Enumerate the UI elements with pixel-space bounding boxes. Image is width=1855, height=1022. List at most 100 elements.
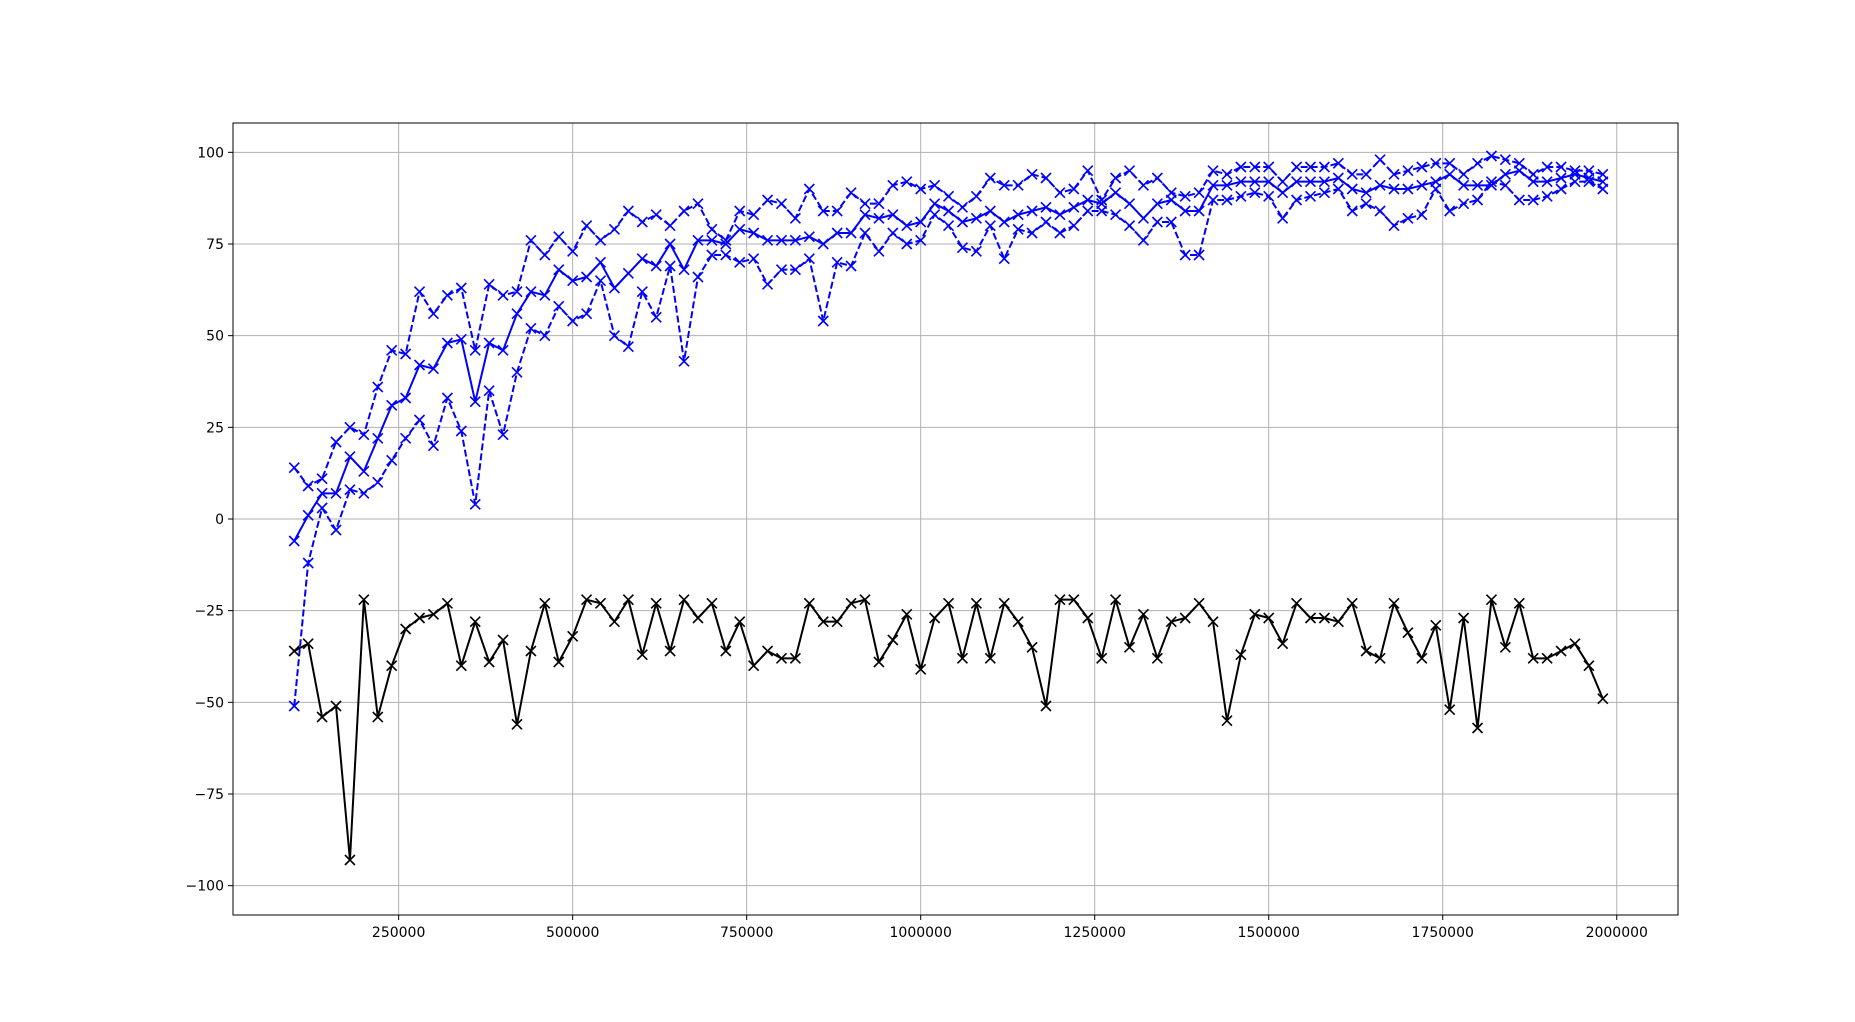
data-point <box>358 429 370 441</box>
data-point <box>1346 168 1358 180</box>
data-point <box>344 421 356 433</box>
data-point <box>720 249 732 261</box>
data-point <box>650 209 662 221</box>
data-point <box>344 854 356 866</box>
data-point <box>372 381 384 393</box>
series-3 <box>288 594 1609 866</box>
data-point <box>1555 161 1567 173</box>
data-point <box>1179 205 1191 217</box>
data-point <box>831 616 843 628</box>
data-point <box>386 344 398 356</box>
data-point <box>970 190 982 202</box>
data-point <box>692 234 704 246</box>
data-point <box>1012 179 1024 191</box>
data-point <box>1569 165 1581 177</box>
data-point <box>929 179 941 191</box>
data-point <box>1318 161 1330 173</box>
data-point <box>1360 198 1372 210</box>
data-point <box>1012 223 1024 235</box>
data-point <box>469 396 481 408</box>
data-point <box>413 359 426 371</box>
y-tick-label: 50 <box>206 329 224 345</box>
data-point <box>984 652 996 664</box>
data-point <box>915 183 927 195</box>
data-point <box>1513 597 1525 609</box>
data-point <box>1221 715 1233 727</box>
data-point <box>970 597 982 609</box>
data-point <box>1040 172 1052 184</box>
data-point <box>970 212 982 224</box>
data-point <box>1137 212 1149 224</box>
y-tick-label: −75 <box>194 787 224 803</box>
data-point <box>469 344 481 356</box>
data-point <box>441 392 453 404</box>
data-point <box>608 330 621 342</box>
data-point <box>1263 161 1275 173</box>
data-point <box>1332 183 1344 195</box>
data-point <box>1040 201 1052 213</box>
data-point <box>511 286 523 298</box>
data-point <box>581 308 593 320</box>
data-point <box>734 205 746 217</box>
data-point <box>581 220 593 232</box>
data-point <box>734 223 746 235</box>
data-point <box>497 429 509 441</box>
data-point <box>553 264 565 276</box>
data-point <box>929 612 941 624</box>
data-point <box>1430 157 1442 169</box>
data-point <box>1151 198 1163 210</box>
data-point <box>1026 205 1038 217</box>
data-point <box>344 484 356 496</box>
data-point <box>1402 627 1414 639</box>
data-point <box>1555 172 1567 184</box>
data-point <box>1304 190 1317 202</box>
data-point <box>1026 168 1038 180</box>
data-point <box>567 245 579 257</box>
data-point <box>775 234 788 246</box>
data-point <box>316 711 328 723</box>
data-point <box>1068 201 1080 213</box>
y-axis: −100 −75 −50 −25 0 25 50 75 100 <box>186 145 233 895</box>
data-point <box>1207 194 1219 206</box>
data-point <box>873 656 885 668</box>
data-point <box>1096 652 1108 664</box>
y-tick-label: 25 <box>206 420 224 436</box>
data-point <box>358 487 370 499</box>
data-point <box>873 245 885 257</box>
data-point <box>817 205 829 217</box>
x-tick-label: 1750000 <box>1412 925 1474 941</box>
data-point <box>748 660 760 672</box>
data-point <box>483 337 495 349</box>
data-point <box>762 645 774 657</box>
data-point <box>998 216 1010 228</box>
data-point <box>1110 172 1122 184</box>
data-point <box>998 253 1010 265</box>
data-point <box>1110 594 1122 606</box>
data-point <box>1318 187 1330 199</box>
data-point <box>539 289 551 301</box>
data-point <box>567 315 579 327</box>
data-point <box>594 275 607 287</box>
data-point <box>1110 209 1122 221</box>
data-point <box>678 205 690 217</box>
data-point <box>1597 693 1609 705</box>
data-point <box>1012 209 1024 221</box>
data-point <box>901 608 913 620</box>
data-point <box>873 198 885 210</box>
data-point <box>1541 161 1553 173</box>
data-point <box>1499 179 1511 191</box>
data-point <box>1082 205 1094 217</box>
data-point <box>622 205 634 217</box>
data-point <box>998 179 1010 191</box>
data-point <box>1249 187 1261 199</box>
data-point <box>636 253 648 265</box>
data-point <box>1304 612 1317 624</box>
data-point <box>1374 179 1386 191</box>
data-point <box>455 425 467 437</box>
grid <box>233 123 1678 915</box>
data-point <box>1221 179 1233 191</box>
data-point <box>901 238 913 250</box>
data-point <box>1360 168 1372 180</box>
data-point <box>1123 220 1136 232</box>
data-point <box>1290 161 1303 173</box>
